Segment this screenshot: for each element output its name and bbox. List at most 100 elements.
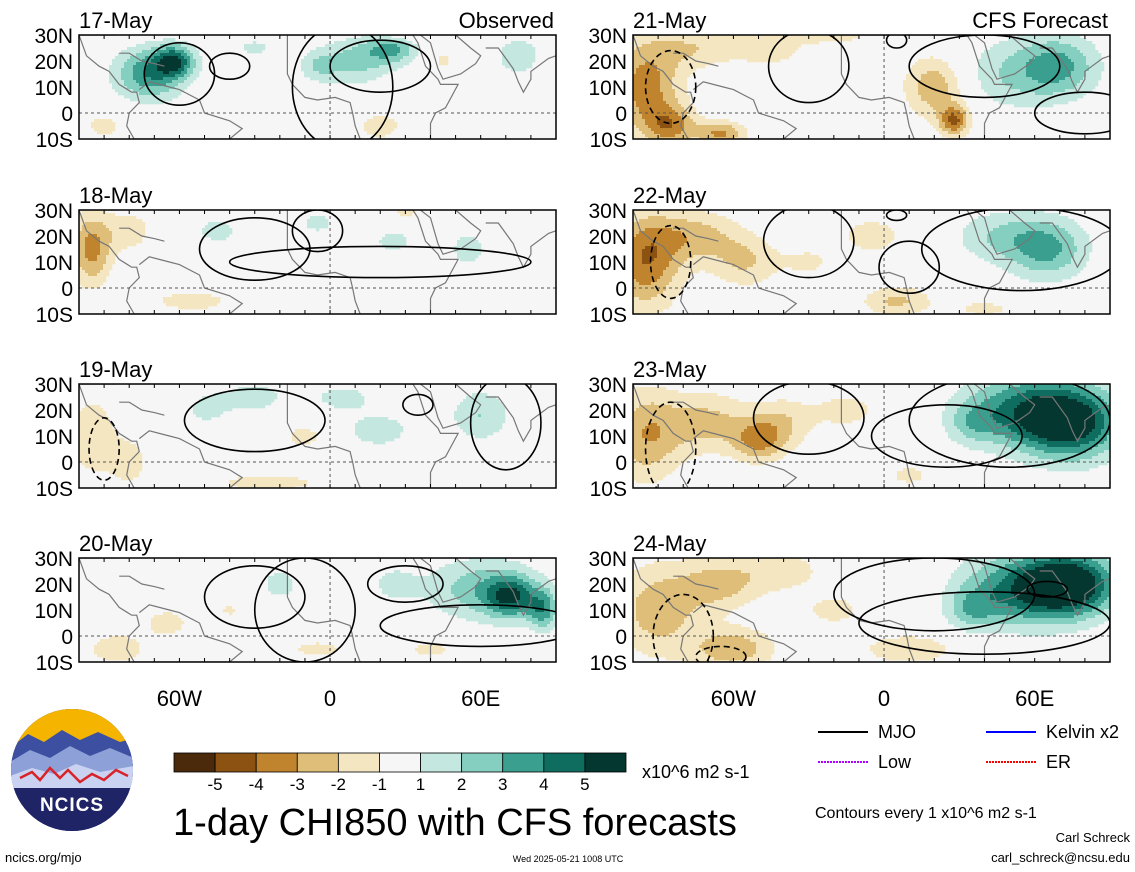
anomaly-cell bbox=[379, 41, 383, 45]
anomaly-cell bbox=[271, 393, 275, 397]
anomaly-cell bbox=[82, 237, 86, 241]
anomaly-cell bbox=[388, 438, 392, 442]
anomaly-cell bbox=[250, 405, 254, 409]
anomaly-cell bbox=[493, 621, 497, 625]
anomaly-cell bbox=[307, 53, 311, 57]
anomaly-cell bbox=[175, 68, 179, 72]
anomaly-cell bbox=[382, 441, 386, 445]
anomaly-cell bbox=[349, 68, 353, 72]
anomaly-cell bbox=[310, 77, 314, 81]
anomaly-cell bbox=[184, 62, 188, 66]
anomaly-cell bbox=[190, 300, 194, 304]
anomaly-cell bbox=[121, 59, 125, 63]
anomaly-cell bbox=[499, 606, 503, 610]
anomaly-cell bbox=[208, 231, 212, 235]
anomaly-cell bbox=[190, 65, 194, 69]
anomaly-cell bbox=[544, 615, 548, 619]
anomaly-cell bbox=[475, 420, 479, 424]
anomaly-cell bbox=[684, 41, 688, 45]
anomaly-cell bbox=[166, 624, 170, 628]
anomaly-cell bbox=[472, 414, 476, 418]
anomaly-cell bbox=[136, 642, 140, 646]
anomaly-cell bbox=[672, 35, 676, 39]
anomaly-cell bbox=[514, 576, 518, 580]
anomaly-cell bbox=[478, 561, 482, 565]
anomaly-cell bbox=[157, 621, 161, 625]
anomaly-cell bbox=[517, 59, 521, 63]
anomaly-cell bbox=[553, 615, 556, 619]
anomaly-cell bbox=[391, 243, 395, 247]
anomaly-cell bbox=[768, 44, 772, 48]
anomaly-cell bbox=[121, 474, 125, 478]
anomaly-cell bbox=[268, 579, 272, 583]
anomaly-cell bbox=[217, 411, 221, 415]
anomaly-cell bbox=[361, 423, 365, 427]
anomaly-cell bbox=[496, 618, 500, 622]
anomaly-cell bbox=[675, 41, 679, 45]
anomaly-cell bbox=[322, 396, 326, 400]
anomaly-cell bbox=[436, 645, 440, 649]
anomaly-cell bbox=[454, 576, 458, 580]
anomaly-cell bbox=[130, 471, 134, 475]
anomaly-cell bbox=[382, 116, 386, 120]
anomaly-cell bbox=[1068, 38, 1072, 42]
anomaly-cell bbox=[376, 435, 380, 439]
anomaly-cell bbox=[115, 645, 119, 649]
anomaly-cell bbox=[463, 600, 467, 604]
anomaly-cell bbox=[157, 89, 161, 93]
anomaly-cell bbox=[310, 645, 314, 649]
anomaly-cell bbox=[454, 591, 458, 595]
anomaly-cell bbox=[403, 47, 407, 51]
anomaly-cell bbox=[472, 399, 476, 403]
anomaly-cell bbox=[783, 38, 787, 42]
anomaly-cell bbox=[714, 47, 718, 51]
anomaly-cell bbox=[256, 44, 260, 48]
anomaly-cell bbox=[517, 53, 521, 57]
anomaly-cell bbox=[678, 35, 682, 39]
anomaly-cell bbox=[493, 573, 497, 577]
anomaly-cell bbox=[403, 573, 407, 577]
anomaly-cell bbox=[1083, 47, 1087, 51]
anomaly-cell bbox=[295, 480, 299, 484]
anomaly-cell bbox=[397, 579, 401, 583]
anomaly-cell bbox=[364, 438, 368, 442]
anomaly-cell bbox=[115, 639, 119, 643]
anomaly-cell bbox=[690, 35, 694, 39]
mjo-contour bbox=[291, 35, 394, 139]
anomaly-cell bbox=[130, 459, 134, 463]
anomaly-cell bbox=[367, 438, 371, 442]
anomaly-cell bbox=[343, 399, 347, 403]
anomaly-cell bbox=[1029, 53, 1033, 57]
anomaly-cell bbox=[553, 597, 556, 601]
anomaly-cell bbox=[88, 279, 92, 283]
anomaly-cell bbox=[184, 74, 188, 78]
anomaly-cell bbox=[337, 396, 341, 400]
anomaly-cell bbox=[325, 65, 329, 69]
anomaly-cell bbox=[457, 411, 461, 415]
anomaly-cell bbox=[250, 50, 254, 54]
anomaly-cell bbox=[723, 41, 727, 45]
anomaly-field bbox=[79, 210, 556, 314]
anomaly-cell bbox=[424, 594, 428, 598]
anomaly-cell bbox=[103, 240, 107, 244]
anomaly-cell bbox=[103, 648, 107, 652]
anomaly-cell bbox=[379, 438, 383, 442]
anomaly-cell bbox=[490, 570, 494, 574]
anomaly-cell bbox=[115, 252, 119, 256]
anomaly-cell bbox=[726, 50, 730, 54]
anomaly-cell bbox=[478, 594, 482, 598]
anomaly-cell bbox=[541, 621, 545, 625]
anomaly-cell bbox=[85, 225, 89, 229]
anomaly-cell bbox=[439, 570, 443, 574]
anomaly-cell bbox=[478, 609, 482, 613]
anomaly-cell bbox=[526, 585, 530, 589]
anomaly-cell bbox=[741, 53, 745, 57]
anomaly-cell bbox=[184, 56, 188, 60]
anomaly-cell bbox=[163, 38, 167, 42]
anomaly-cell bbox=[511, 588, 515, 592]
anomaly-cell bbox=[520, 47, 524, 51]
anomaly-cell bbox=[735, 50, 739, 54]
anomaly-cell bbox=[547, 630, 551, 634]
anomaly-cell bbox=[475, 405, 479, 409]
